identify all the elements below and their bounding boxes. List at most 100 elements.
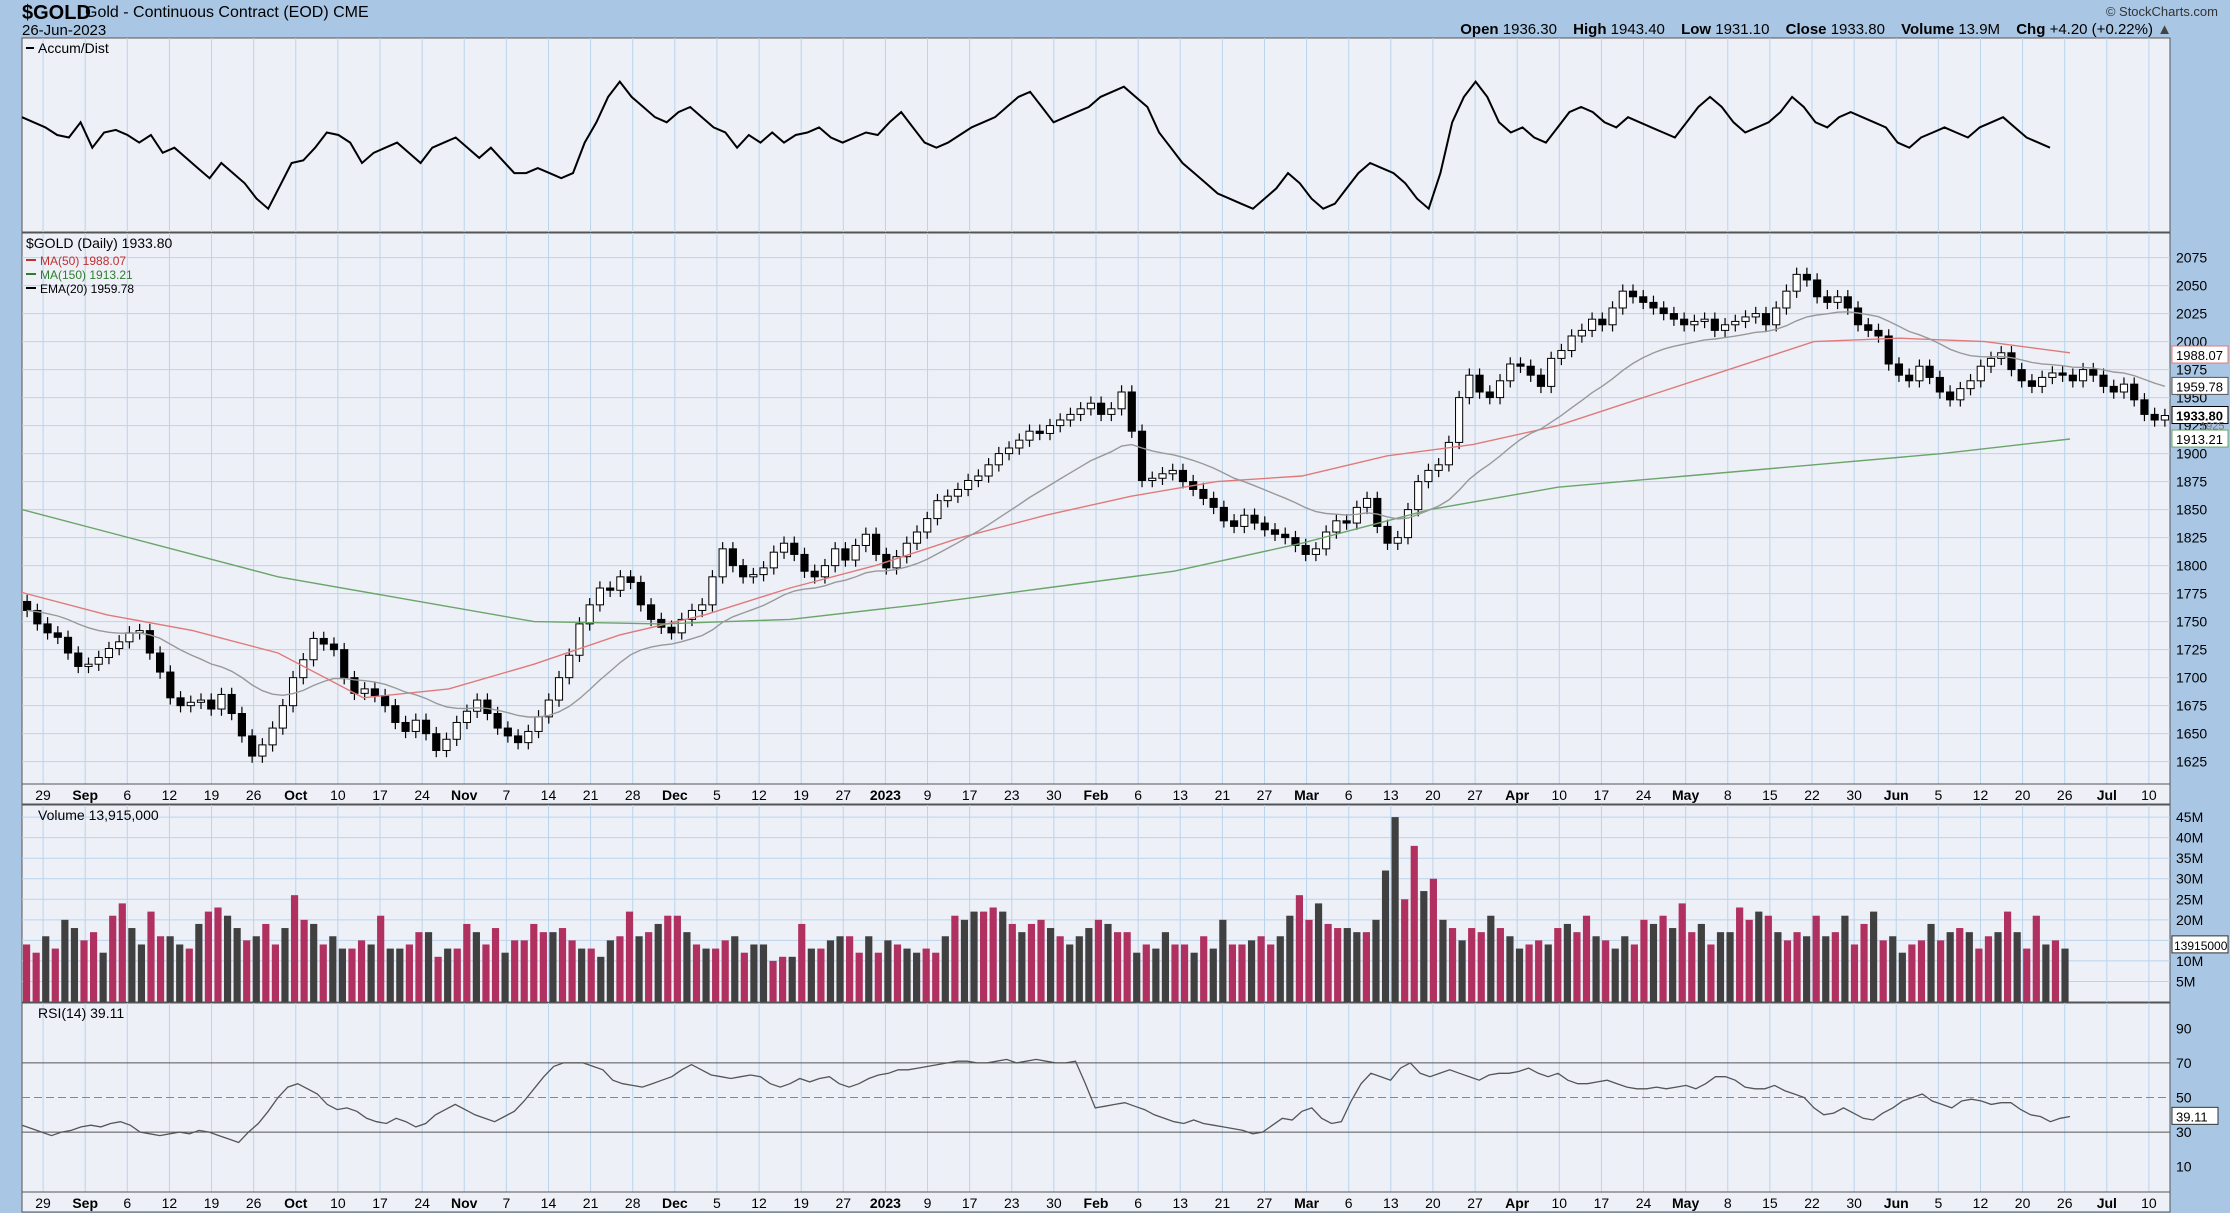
x-tick-label: 30 bbox=[1046, 787, 1062, 803]
candle-body bbox=[23, 600, 32, 611]
volume-bar bbox=[874, 952, 882, 1002]
volume-bar bbox=[2051, 940, 2060, 1002]
volume-bar bbox=[587, 948, 595, 1002]
candle-body bbox=[1250, 514, 1259, 524]
volume-bar bbox=[1171, 944, 1179, 1002]
x-tick-label: 15 bbox=[1762, 787, 1778, 803]
candle-body bbox=[626, 576, 635, 583]
price-y-tick: 2050 bbox=[2176, 278, 2207, 294]
volume-bar bbox=[1238, 944, 1246, 1002]
x-tick-label: Nov bbox=[451, 1195, 478, 1211]
volume-bar bbox=[1745, 919, 1753, 1002]
volume-bar bbox=[855, 952, 863, 1002]
volume-bar bbox=[826, 940, 835, 1002]
volume-bar bbox=[932, 952, 940, 1002]
candle-body bbox=[831, 548, 840, 567]
volume-label: Volume bbox=[1901, 21, 1955, 38]
volume-bar bbox=[1831, 932, 1839, 1002]
volume-bar bbox=[817, 948, 825, 1002]
candle-body bbox=[575, 623, 584, 656]
x-tick-label: Sep bbox=[72, 1195, 98, 1211]
volume-bar bbox=[1362, 932, 1370, 1002]
candle-body bbox=[606, 587, 615, 591]
volume-bar bbox=[281, 928, 289, 1002]
candle-body bbox=[1178, 469, 1188, 483]
candle-body bbox=[2109, 385, 2118, 393]
candle-body bbox=[1536, 374, 1546, 387]
candle-body bbox=[360, 688, 369, 694]
volume-bar bbox=[597, 956, 605, 1002]
volume-bar bbox=[1496, 928, 1504, 1002]
x-tick-label: 6 bbox=[1134, 1195, 1142, 1211]
x-tick-label: 27 bbox=[1467, 787, 1483, 803]
x-tick-label: 24 bbox=[1636, 1195, 1652, 1211]
volume-bar bbox=[367, 944, 375, 1002]
x-tick-label: 9 bbox=[924, 1195, 932, 1211]
volume-bar bbox=[702, 948, 710, 1002]
volume-bar bbox=[2061, 948, 2069, 1002]
volume-bar bbox=[1908, 944, 1916, 1002]
candle-body bbox=[84, 663, 93, 667]
volume-bar bbox=[176, 944, 184, 1002]
candle-body bbox=[329, 643, 339, 651]
x-tick-label: 12 bbox=[1973, 787, 1989, 803]
volume-bar bbox=[1276, 936, 1284, 1002]
x-tick-label: Oct bbox=[284, 1195, 308, 1211]
volume-bar bbox=[1994, 932, 2002, 1002]
candle-body bbox=[1976, 365, 1985, 382]
x-axis-band bbox=[21, 1191, 2171, 1213]
volume-bar bbox=[1850, 944, 1859, 1002]
candle-body bbox=[1107, 408, 1116, 415]
volume-panel-title: Volume 13,915,000 bbox=[38, 807, 159, 823]
volume-bar bbox=[903, 948, 911, 1002]
candle-body bbox=[319, 637, 328, 645]
open-value: 1936.30 bbox=[1502, 21, 1557, 38]
volume-y-tick: 40M bbox=[2176, 830, 2203, 846]
x-tick-label: 27 bbox=[836, 787, 852, 803]
candle-body bbox=[166, 671, 175, 699]
volume-bar bbox=[1343, 928, 1351, 1002]
x-tick-label: 6 bbox=[123, 787, 131, 803]
volume-bar bbox=[223, 915, 232, 1002]
price-y-tick: 1625 bbox=[2176, 754, 2207, 770]
x-tick-label: 30 bbox=[1046, 1195, 1062, 1211]
volume-bar bbox=[1228, 944, 1237, 1002]
volume-bar bbox=[1640, 919, 1648, 1002]
volume-bar bbox=[319, 944, 327, 1002]
x-tick-label: 12 bbox=[162, 1195, 178, 1211]
volume-bar bbox=[128, 928, 136, 1002]
close-label: Close bbox=[1785, 21, 1827, 38]
volume-bar bbox=[453, 948, 461, 1002]
candle-body bbox=[1362, 497, 1372, 508]
candle-body bbox=[186, 701, 195, 707]
volume-bar bbox=[415, 932, 423, 1002]
chg-value: +4.20 (+0.22%) bbox=[2049, 21, 2153, 38]
candle-body bbox=[421, 719, 431, 735]
price-y-tick: 1875 bbox=[2176, 474, 2207, 490]
candle-body bbox=[820, 565, 830, 578]
volume-bar bbox=[654, 923, 662, 1002]
volume-bar bbox=[472, 932, 480, 1002]
candle-body bbox=[1639, 296, 1648, 303]
x-tick-label: 22 bbox=[1804, 787, 1820, 803]
x-tick-label: 13 bbox=[1172, 787, 1188, 803]
x-tick-label: 12 bbox=[162, 787, 178, 803]
volume-bar bbox=[1123, 932, 1131, 1002]
volume-bar bbox=[1209, 948, 1217, 1002]
candle-body bbox=[779, 542, 789, 553]
volume-bar bbox=[980, 911, 988, 1002]
candle-body bbox=[1322, 531, 1331, 550]
volume-y-tick: 45M bbox=[2176, 809, 2203, 825]
candle-body bbox=[33, 609, 42, 625]
x-tick-label: 24 bbox=[1636, 787, 1652, 803]
volume-bar bbox=[1592, 936, 1600, 1002]
candle-body bbox=[340, 649, 349, 679]
volume-bar bbox=[1697, 923, 1705, 1002]
volume-bar bbox=[1487, 915, 1495, 1002]
volume-bar bbox=[1975, 948, 1983, 1002]
volume-bar bbox=[80, 940, 88, 1002]
x-tick-label: 27 bbox=[1467, 1195, 1483, 1211]
candle-body bbox=[1301, 544, 1310, 555]
x-tick-label: 5 bbox=[1934, 1195, 1942, 1211]
x-tick-label: 27 bbox=[1257, 1195, 1273, 1211]
